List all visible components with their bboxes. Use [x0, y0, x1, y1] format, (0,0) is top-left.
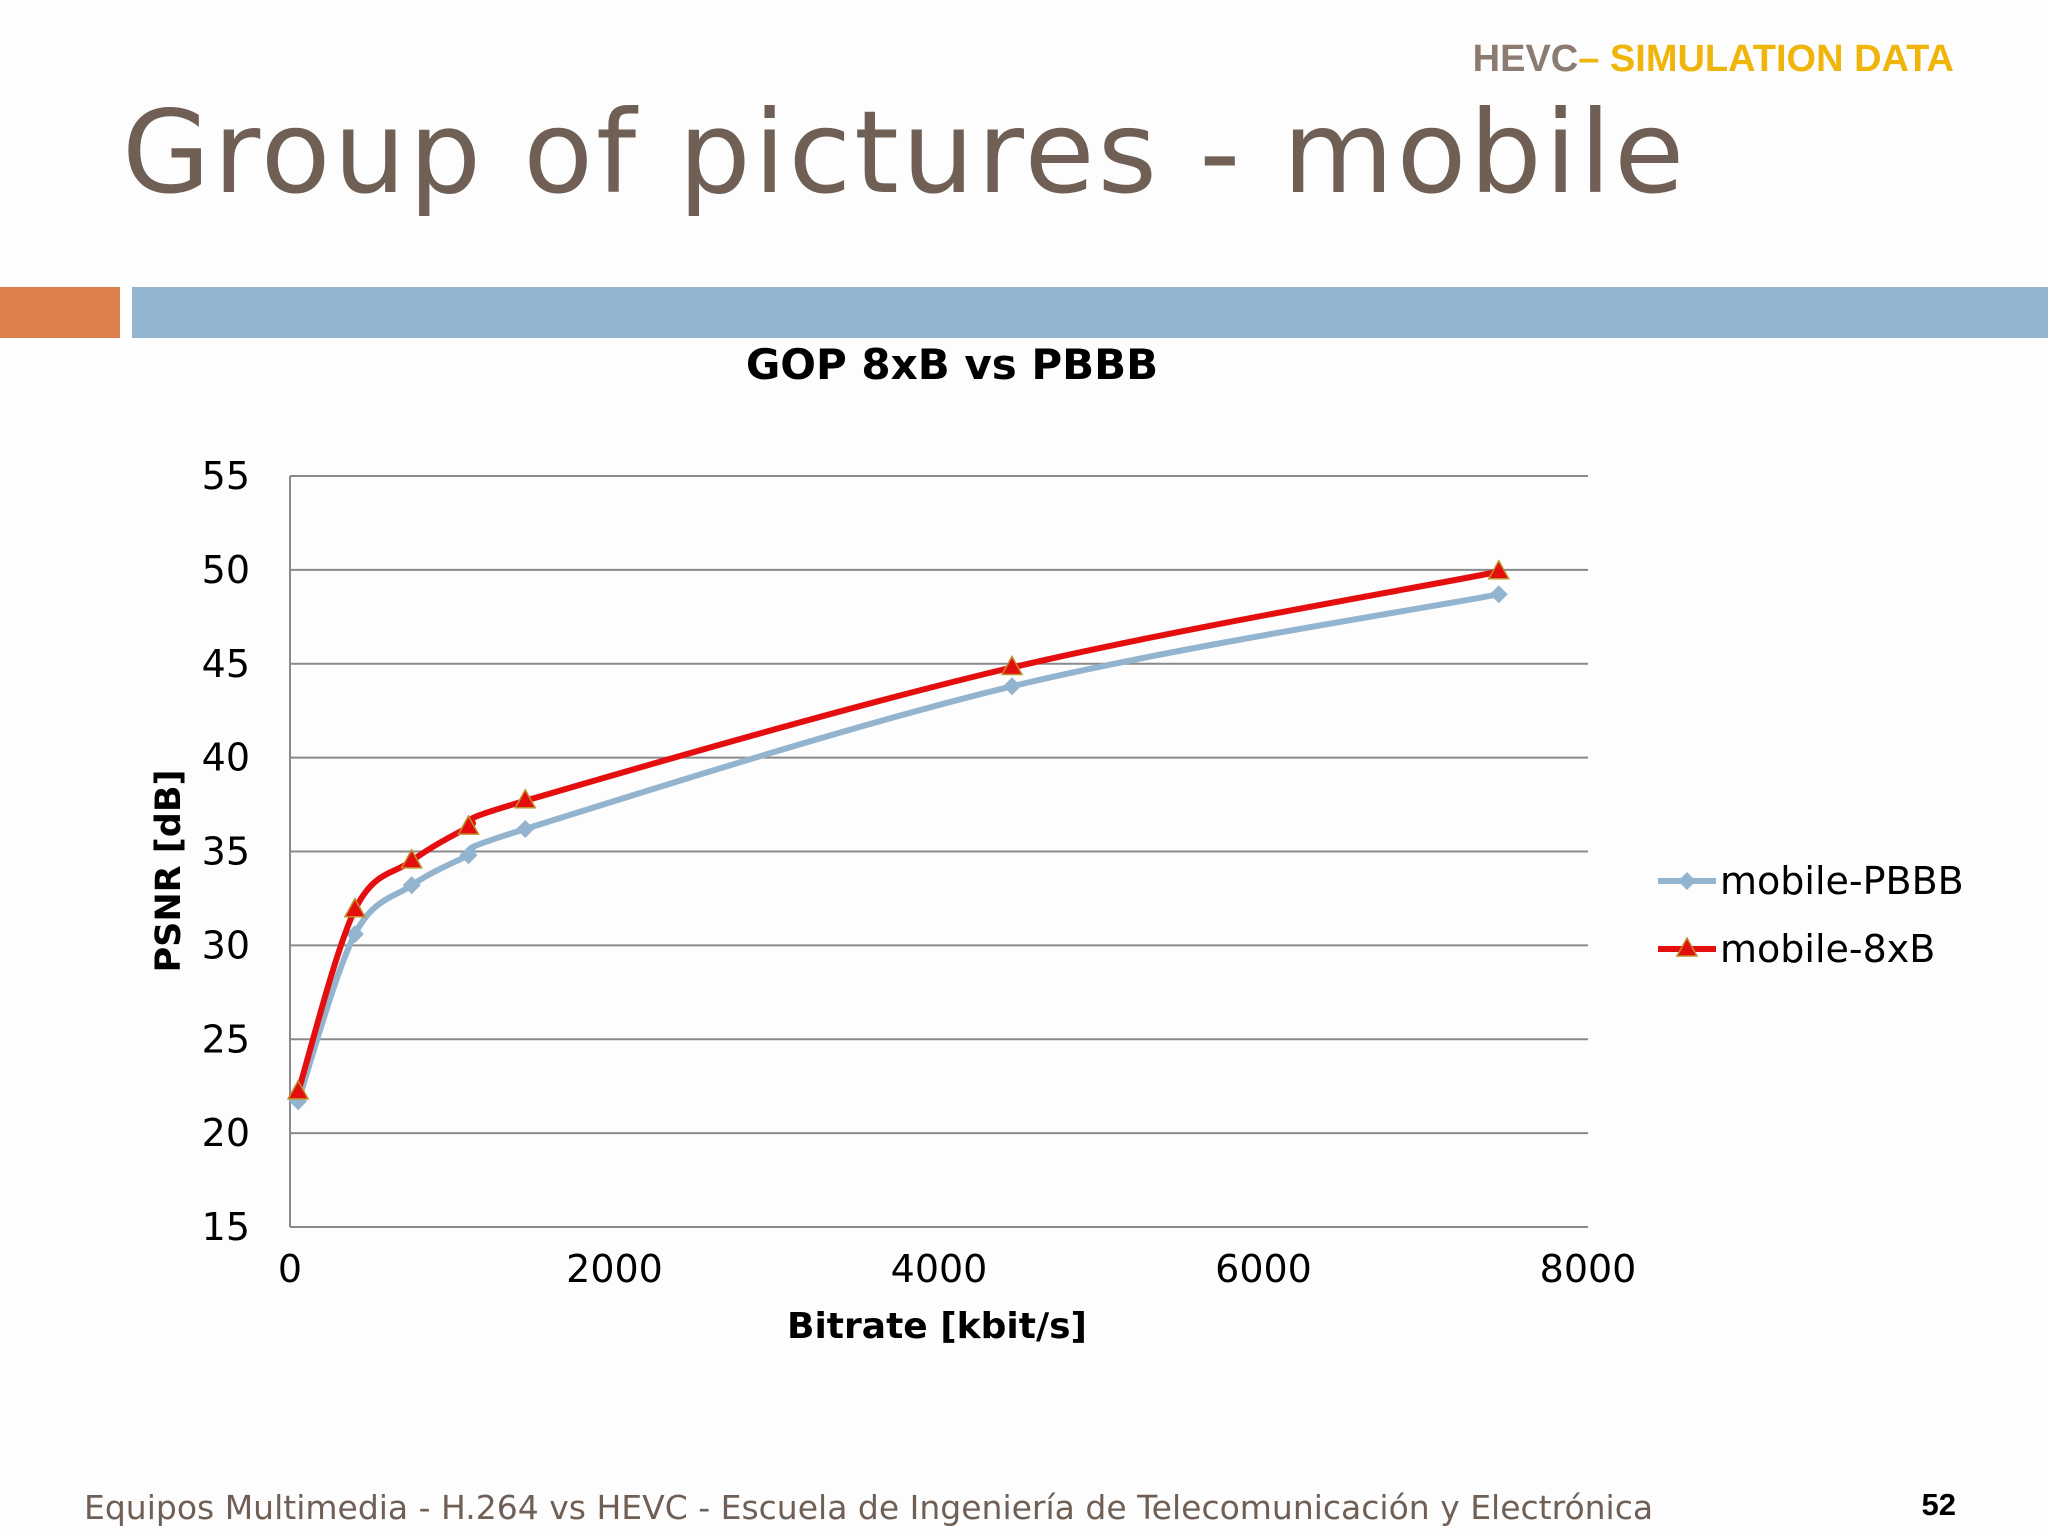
- y-tick-label: 15: [202, 1205, 250, 1249]
- data-point-triangle: [513, 788, 537, 809]
- legend-label: mobile-PBBB: [1720, 859, 1964, 903]
- data-point-triangle: [1675, 936, 1699, 957]
- accent-bar-orange: [0, 287, 120, 338]
- legend-item: mobile-PBBB: [1658, 859, 1964, 903]
- y-tick-label: 30: [202, 923, 250, 967]
- x-tick-label: 0: [278, 1247, 302, 1291]
- data-point-triangle: [286, 1079, 310, 1100]
- legend-item: mobile-8xB: [1658, 927, 1935, 971]
- section-tag-topic: HEVC: [1472, 38, 1579, 80]
- y-tick-labels: 15 20 25 30 35 40 45 50 55: [202, 454, 250, 1249]
- x-tick-labels: 0 2000 4000 6000 8000: [278, 1247, 1636, 1291]
- chart: GOP 8xB vs PBBB 15 20 25 30 35 40 45 50 55 0 2000…: [149, 340, 1964, 1347]
- data-point-diamond: [516, 819, 535, 838]
- y-tick-label: 40: [202, 736, 250, 780]
- x-tick-label: 2000: [566, 1247, 663, 1291]
- page-number: 52: [1921, 1487, 1956, 1522]
- x-tick-label: 4000: [891, 1247, 988, 1291]
- grid-lines: [290, 475, 1588, 1135]
- section-tag-subtitle: – SIMULATION DATA: [1578, 38, 1954, 80]
- chart-title: GOP 8xB vs PBBB: [746, 340, 1158, 389]
- x-tick-label: 8000: [1540, 1247, 1637, 1291]
- series-mobile-PBBB: [289, 585, 1508, 1111]
- series-line: [295, 591, 1502, 1105]
- y-tick-label: 35: [202, 830, 250, 874]
- x-tick-label: 6000: [1215, 1247, 1312, 1291]
- data-point-triangle: [343, 897, 367, 918]
- legend: mobile-PBBB mobile-8xB: [1658, 859, 1964, 971]
- accent-bar-blue: [132, 287, 2048, 338]
- footer-text: Equipos Multimedia - H.264 vs HEVC - Esc…: [84, 1488, 1654, 1527]
- series-line: [295, 568, 1502, 1095]
- data-point-diamond: [1678, 872, 1696, 890]
- y-tick-label: 50: [202, 548, 250, 592]
- data-point-triangle: [400, 848, 423, 869]
- slide-title: Group of pictures - mobile: [122, 86, 1688, 219]
- y-tick-label: 25: [202, 1017, 250, 1061]
- data-point-diamond: [1003, 677, 1022, 696]
- data-point-triangle: [1487, 559, 1511, 580]
- y-tick-label: 45: [202, 642, 250, 686]
- data-point-diamond: [402, 876, 421, 895]
- x-axis-label: Bitrate [kbit/s]: [787, 1306, 1087, 1347]
- data-point-diamond: [459, 846, 478, 865]
- series-layer: [286, 559, 1511, 1111]
- y-tick-label: 55: [202, 454, 250, 498]
- legend-label: mobile-8xB: [1720, 927, 1935, 971]
- data-point-diamond: [345, 925, 364, 944]
- data-point-triangle: [1000, 654, 1024, 676]
- section-tag: HEVC– SIMULATION DATA: [1473, 38, 1954, 81]
- series-mobile-8xB: [286, 559, 1511, 1100]
- data-point-triangle: [457, 814, 480, 835]
- data-point-diamond: [1489, 585, 1508, 604]
- y-tick-label: 20: [202, 1111, 250, 1155]
- y-axis-label: PSNR [dB]: [149, 769, 189, 972]
